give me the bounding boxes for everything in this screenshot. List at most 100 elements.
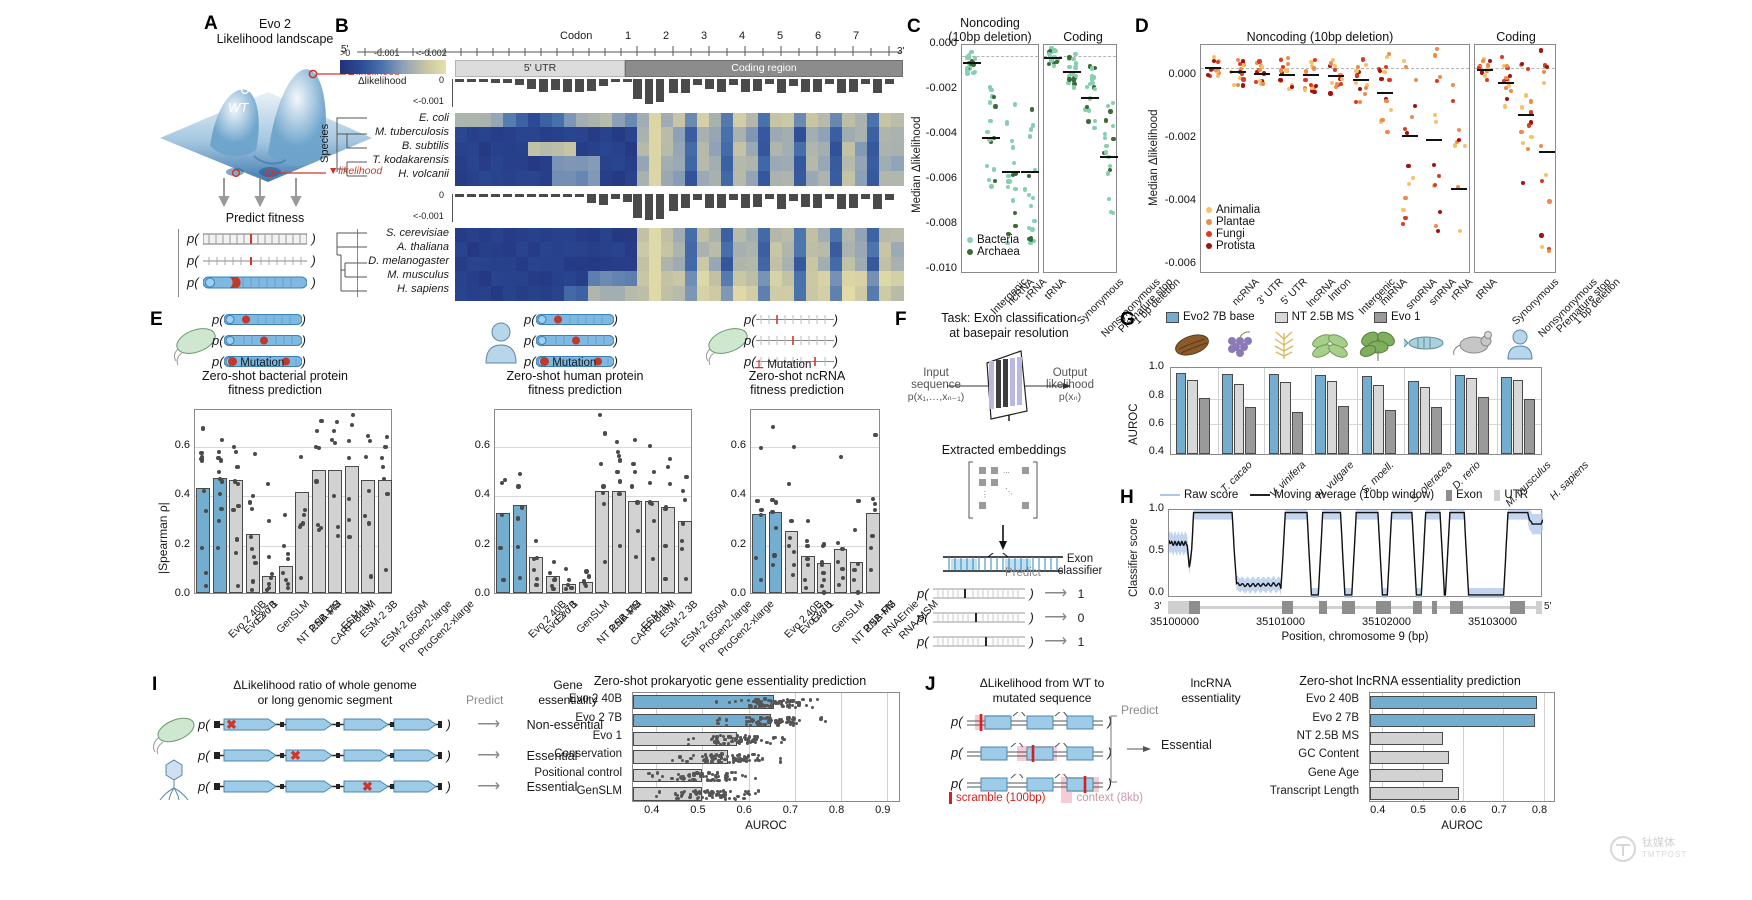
data-point xyxy=(1543,172,1549,178)
heatmap-cell xyxy=(721,256,735,272)
data-point xyxy=(668,457,673,462)
data-point xyxy=(733,757,737,761)
data-point xyxy=(1539,245,1545,250)
data-point xyxy=(315,522,320,527)
data-point xyxy=(1526,123,1531,128)
data-point xyxy=(531,568,537,573)
data-point xyxy=(251,579,256,584)
data-point xyxy=(703,760,707,764)
data-point xyxy=(754,740,758,744)
i-outcome: Essential xyxy=(526,780,578,794)
data-point xyxy=(786,481,791,487)
data-point xyxy=(1238,61,1243,66)
data-point xyxy=(1456,185,1461,190)
heatmap-cell xyxy=(563,271,577,287)
data-point xyxy=(347,517,352,522)
data-point xyxy=(1280,64,1285,70)
data-point xyxy=(1388,107,1393,113)
bar xyxy=(1370,713,1535,728)
heatmap-cell xyxy=(830,228,844,243)
heatmap-cell xyxy=(672,170,686,186)
data-point xyxy=(1310,63,1315,69)
data-point xyxy=(987,177,992,183)
heatmap-cell xyxy=(697,113,710,128)
data-point xyxy=(728,790,733,794)
median-line xyxy=(1303,74,1320,77)
data-point xyxy=(1402,58,1407,63)
f-input-math: p(x₁,…,xₙ₋₁) xyxy=(907,391,965,403)
data-point xyxy=(265,481,271,487)
panel-g: G Evo2 7B base NT 2.5B MS Evo 1 AUROC 1.… xyxy=(1120,305,1591,509)
heatmap-cell xyxy=(624,141,638,157)
heatmap-cell xyxy=(660,127,674,143)
panel-i-plot xyxy=(632,692,900,802)
ytick: 0.000 xyxy=(1168,68,1196,80)
heatmap-cell xyxy=(757,141,771,157)
heatmap-cell xyxy=(576,242,589,258)
flow-arrow-icon xyxy=(1025,383,1071,389)
heatmap-cell xyxy=(697,228,710,243)
data-point xyxy=(720,752,724,756)
data-point xyxy=(1507,83,1512,88)
data-point xyxy=(716,722,720,726)
data-point xyxy=(749,740,753,744)
heatmap-cell xyxy=(660,256,674,272)
data-point xyxy=(551,559,556,564)
heatmap-cell xyxy=(479,242,492,258)
heatmap-cell xyxy=(612,170,626,186)
heatmap-cell xyxy=(757,271,771,287)
species-axis-text: Species xyxy=(319,123,331,163)
xtick: tRNA xyxy=(1042,276,1069,303)
heatmap-cell xyxy=(576,256,589,272)
data-point xyxy=(1086,119,1091,124)
heatmap-cell xyxy=(745,141,759,157)
panel-a-title-line1: Evo 2 xyxy=(259,17,291,31)
data-point xyxy=(1378,68,1383,73)
bar-label: Evo 1 xyxy=(592,729,622,742)
data-point xyxy=(735,741,739,745)
data-point xyxy=(1257,67,1262,73)
panel-d-legend: Animalia Plantae Fungi Protista xyxy=(1206,204,1260,252)
ytick: 1.0 xyxy=(1148,360,1164,372)
data-point xyxy=(721,792,726,797)
mutation-legend-ncrna: ⊥ Mutation xyxy=(754,357,811,371)
data-point xyxy=(810,705,814,710)
mutation-dot-icon xyxy=(540,357,549,366)
heatmap-cell xyxy=(515,170,529,186)
codon-number: 4 xyxy=(739,30,746,42)
data-point xyxy=(791,721,795,725)
heatmap-cell xyxy=(890,271,904,287)
heatmap-cell xyxy=(600,228,613,243)
legend-dot xyxy=(967,249,973,255)
data-point xyxy=(1303,69,1309,74)
data-point xyxy=(597,412,602,418)
heatmap-cell xyxy=(600,242,613,258)
heatmap-cell xyxy=(648,127,662,143)
heatmap-cell xyxy=(721,113,735,128)
data-point xyxy=(1092,125,1097,131)
data-point xyxy=(693,789,698,793)
heatmap-cell xyxy=(769,228,783,243)
data-point xyxy=(1107,164,1112,169)
heatmap-cell xyxy=(890,256,904,272)
data-point xyxy=(744,719,748,723)
data-point xyxy=(705,775,709,779)
heatmap-cell xyxy=(866,141,880,157)
data-point xyxy=(618,543,623,548)
data-point xyxy=(286,557,291,562)
data-point xyxy=(1312,90,1317,95)
legend-item: Animalia xyxy=(1206,204,1260,216)
heatmap-cell xyxy=(491,285,505,301)
heatmap-cell xyxy=(745,285,759,301)
heatmap-cell xyxy=(745,170,759,186)
data-point xyxy=(1412,103,1417,108)
data-point xyxy=(711,793,715,797)
data-point xyxy=(787,700,791,704)
heatmap-cell xyxy=(854,285,868,301)
data-point xyxy=(301,521,306,526)
p-close: ) xyxy=(1107,776,1112,792)
heatmap-cell xyxy=(624,285,638,301)
bar xyxy=(512,505,527,593)
bar xyxy=(1280,381,1291,454)
bacterium-icon xyxy=(153,717,195,754)
